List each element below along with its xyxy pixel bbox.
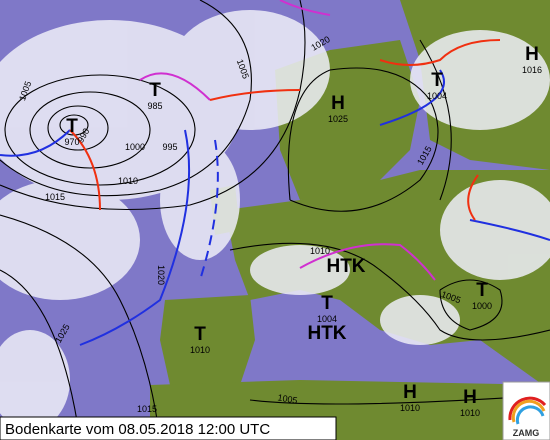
caption: Bodenkarte vom 08.05.2018 12:00 UTC [5, 421, 270, 438]
caption-box: Bodenkarte vom 08.05.2018 12:00 UTC [0, 416, 337, 440]
logo-text: ZAMG [513, 428, 540, 438]
isobar-label: 1020 [156, 265, 166, 285]
center-label: T [66, 116, 78, 137]
center-label: H [525, 44, 539, 65]
center-label: T [431, 70, 443, 91]
center-value: 1010 [460, 408, 480, 418]
center-value: 1016 [522, 65, 542, 75]
center-value: 985 [147, 101, 162, 111]
center-label: T [194, 324, 206, 345]
center-label: T [321, 293, 333, 314]
center-label: H [331, 93, 345, 114]
center-label: H [403, 382, 417, 403]
center-value: 1000 [472, 301, 492, 311]
isobar-label: 995 [162, 142, 177, 152]
isobar-label: 1010 [310, 246, 330, 256]
center-value: 1004 [317, 314, 337, 324]
center-label: HTK [307, 323, 346, 344]
center-value: 1004 [427, 91, 447, 101]
center-value: 1010 [400, 403, 420, 413]
logo: ZAMG [502, 381, 550, 440]
isobar-label: 1015 [45, 192, 65, 202]
center-label: H [463, 387, 477, 408]
isobar-label: 1015 [137, 404, 157, 414]
isobar-label: 1010 [118, 176, 138, 186]
isobar-label: 1005 [277, 392, 298, 405]
fronts [0, 0, 550, 346]
center-label: HTK [326, 256, 365, 277]
center-value: 970 [64, 137, 79, 147]
center-label: T [149, 80, 161, 101]
center-value: 1025 [328, 114, 348, 124]
center-label: T [476, 280, 488, 301]
isobar-label: 1000 [125, 142, 145, 152]
center-value: 1010 [190, 345, 210, 355]
